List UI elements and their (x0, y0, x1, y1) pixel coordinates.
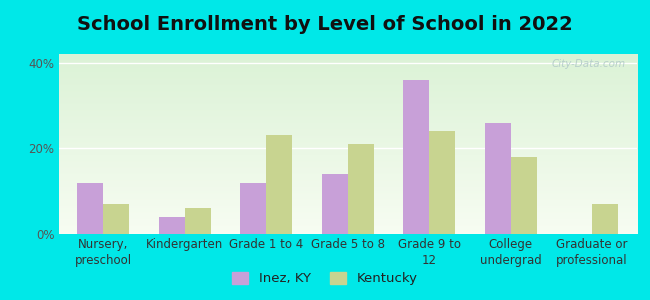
Text: School Enrollment by Level of School in 2022: School Enrollment by Level of School in … (77, 15, 573, 34)
Bar (159, 217, 185, 234)
Bar (77, 183, 103, 234)
Bar (511, 157, 537, 234)
Text: City-Data.com: City-Data.com (551, 59, 625, 69)
Bar (592, 204, 618, 234)
Bar (322, 174, 348, 234)
Legend: Inez, KY, Kentucky: Inez, KY, Kentucky (227, 266, 423, 290)
Bar (429, 131, 455, 234)
Bar (103, 204, 129, 234)
Bar (266, 135, 292, 234)
Bar (403, 80, 429, 234)
Bar (348, 144, 374, 234)
Bar (240, 183, 266, 234)
Bar (185, 208, 211, 234)
Bar (485, 123, 511, 234)
